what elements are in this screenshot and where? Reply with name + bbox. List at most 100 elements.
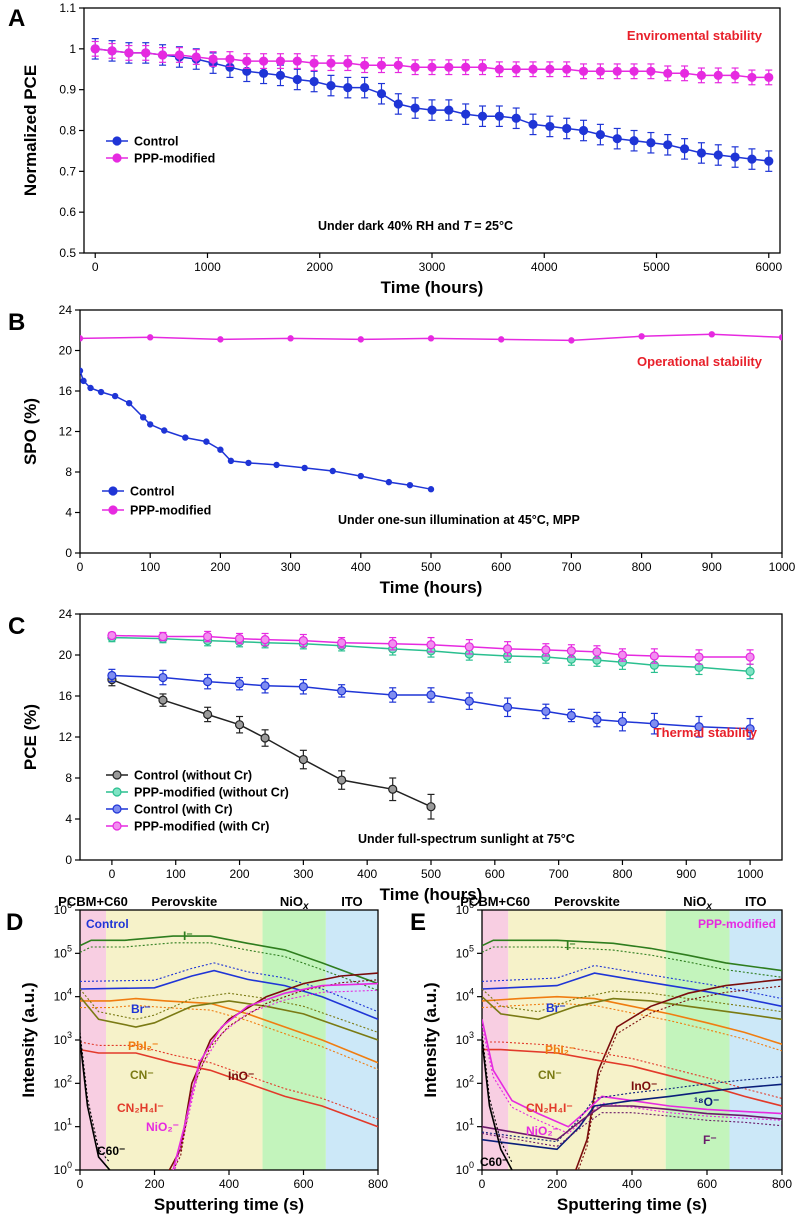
data-point: [592, 647, 602, 657]
series-reference-line: [482, 964, 782, 1000]
data-point: [182, 434, 189, 441]
data-point: [511, 64, 521, 74]
data-point: [329, 467, 336, 475]
x-tick-label: 0: [479, 1177, 486, 1191]
species-label: CN⁻: [538, 1068, 562, 1082]
species-label: NiO₂⁻: [526, 1124, 559, 1138]
y-axis-title: Intensity (a.u.): [19, 982, 38, 1097]
data-point: [427, 105, 437, 115]
data-point: [385, 478, 393, 486]
data-point: [275, 56, 286, 66]
plot-area: [107, 630, 755, 820]
panel-b: 0 100 200 300 400 500 600 700 800 900 1000 0 4 8 12 16 2…: [8, 303, 796, 597]
species-label: F⁻: [703, 1133, 717, 1147]
legend-marker: [112, 787, 122, 797]
legend-item: PPP-modified (with Cr): [106, 820, 269, 834]
x-tick-label: 1000: [194, 260, 221, 274]
x-tick-label: 100: [140, 560, 160, 574]
y-tick-label: 16: [59, 689, 73, 703]
data-point: [309, 58, 319, 68]
legend-marker: [112, 770, 122, 780]
data-point: [260, 733, 270, 743]
series-cn: [80, 988, 378, 1041]
y-tick-label: 0.9: [59, 83, 76, 97]
y-tick-exponent: 6: [469, 900, 474, 910]
data-point: [298, 754, 308, 765]
legend-item: Control: [106, 135, 178, 149]
panel-label: B: [8, 309, 25, 336]
legend-label: Control: [130, 485, 174, 499]
region-ito: [325, 910, 378, 1170]
data-point: [617, 717, 628, 727]
data-point: [125, 399, 133, 407]
x-tick-label: 6000: [755, 260, 782, 274]
x-tick-label: 400: [357, 867, 377, 881]
data-point: [679, 144, 690, 154]
series-reference-line: [482, 1002, 782, 1052]
plot-area: [90, 38, 774, 172]
y-tick-label: 105: [456, 943, 474, 960]
data-point: [337, 775, 347, 785]
legend-label: PPP-modified: [134, 152, 215, 166]
series-pbi: [482, 995, 782, 1052]
data-point: [393, 99, 403, 109]
data-point: [80, 335, 84, 342]
region-label: PCBM+C60: [58, 894, 128, 909]
sample-label: PPP-modified: [698, 917, 776, 931]
x-axis-title: Time (hours): [380, 578, 483, 597]
data-point: [357, 472, 364, 480]
y-tick-label: 24: [59, 303, 73, 317]
data-point: [107, 630, 117, 641]
region-label-sub: x: [302, 901, 309, 912]
y-tick-label: 101: [54, 1117, 72, 1134]
plot-area: [80, 935, 378, 1170]
species-label: CN⁻: [130, 1068, 154, 1082]
x-tick-label: 700: [549, 867, 569, 881]
panel-label: C: [8, 613, 25, 640]
data-point: [617, 650, 628, 660]
x-tick-label: 400: [622, 1177, 642, 1191]
data-point: [578, 125, 589, 136]
data-point: [360, 60, 370, 70]
data-point: [234, 633, 245, 644]
legend-label: Control: [134, 135, 178, 149]
data-point: [393, 60, 403, 70]
data-point: [461, 62, 471, 72]
region-niox: [262, 910, 326, 1170]
series-line: [80, 996, 378, 1041]
data-point: [649, 651, 659, 661]
y-tick-label: 1: [69, 42, 76, 56]
data-point: [298, 636, 308, 646]
x-tick-label: 0: [109, 867, 116, 881]
region-niox: [665, 910, 730, 1170]
y-tick-label: 104: [54, 987, 72, 1004]
y-tick-label: 4: [65, 812, 72, 826]
data-point: [225, 54, 235, 64]
data-point: [146, 334, 154, 341]
y-tick-exponent: 2: [67, 1073, 72, 1083]
series-line: [80, 1048, 378, 1128]
series-cn-h-i: [80, 1041, 378, 1128]
data-point: [234, 679, 245, 689]
data-point: [275, 70, 286, 80]
data-point: [158, 695, 168, 705]
data-point: [545, 64, 555, 74]
series-line: [482, 1105, 782, 1141]
data-point: [562, 123, 572, 134]
data-point: [713, 70, 723, 80]
y-tick-label: 24: [59, 607, 73, 621]
y-tick-label: 0: [65, 853, 72, 867]
species-label: C60⁻: [97, 1144, 125, 1158]
legend-item: Control (with Cr): [106, 803, 233, 817]
region-label: PCBM+C60: [460, 894, 530, 909]
series-line: [111, 634, 751, 658]
data-point: [730, 152, 740, 162]
series-nio: [172, 982, 378, 1170]
data-point: [343, 58, 353, 68]
data-point: [595, 129, 605, 140]
y-axis-title: Intensity (a.u.): [421, 982, 440, 1097]
y-tick-label: 20: [59, 648, 73, 662]
data-point: [461, 109, 471, 119]
